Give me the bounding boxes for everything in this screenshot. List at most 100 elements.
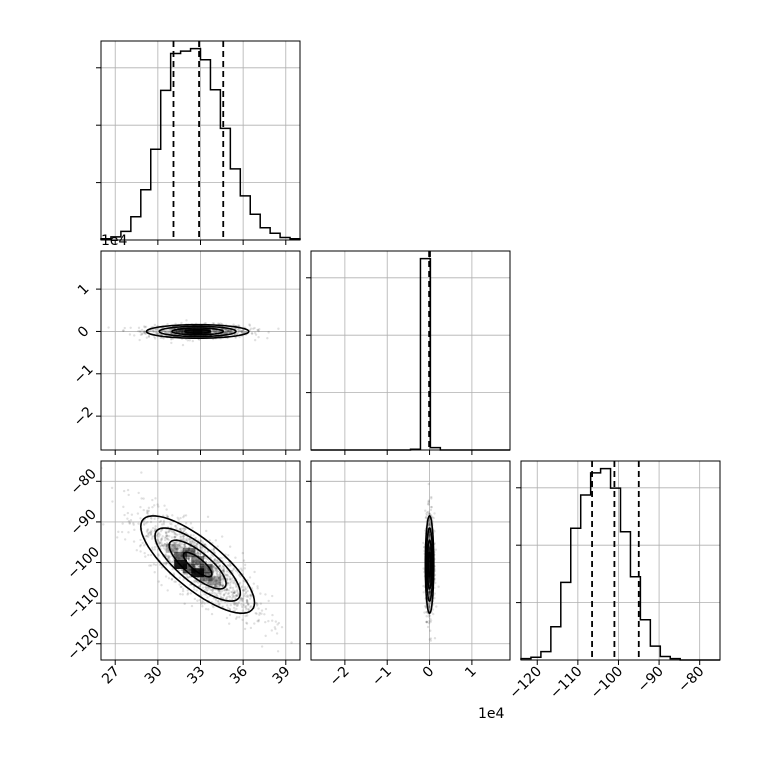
scatter-point [218,575,222,579]
scatter-point [243,627,247,631]
scatter-point [238,581,242,585]
scatter-point [230,570,234,573]
scatter-point [182,543,186,547]
scatter-point [199,561,202,564]
scatter-point [175,540,178,544]
scatter-point [213,558,217,561]
scatter-point [215,568,219,571]
scatter-point [260,612,263,615]
scatter-point [167,330,170,334]
scatter-point [219,577,223,580]
scatter-point [145,511,149,514]
scatter-point [435,605,438,608]
scatter-point [183,527,187,530]
y-tick-label: −90 [68,507,100,539]
scatter-point [218,580,221,584]
scatter-point [231,593,234,597]
scatter-point [170,530,174,533]
scatter-point [428,522,431,526]
scatter-point [249,605,253,608]
scatter-point [165,561,169,565]
scatter-point [218,573,221,576]
scatter-point [214,585,217,588]
scatter-point [160,566,164,569]
scatter-point [184,514,188,517]
scatter-point [238,573,241,577]
scatter-point [225,588,228,592]
scatter-point [437,585,440,588]
scatter-point [226,329,229,333]
scatter-point [234,582,238,585]
scatter-point [150,531,153,534]
scatter-point [182,515,185,519]
scatter-point [243,567,247,570]
scatter-point [144,555,147,558]
scatter-point [203,543,207,546]
scatter-point [213,575,217,578]
scatter-point [123,538,127,541]
scatter-point [193,597,197,601]
scatter-point [143,326,147,329]
scatter-point [248,597,252,600]
scatter-point [204,607,208,611]
scatter-point [205,529,208,533]
scatter-point [173,580,176,583]
scatter-point [181,537,185,540]
scatter-point [219,579,222,582]
scatter-point [212,567,215,570]
scatter-point [146,512,149,515]
scatter-point [229,603,232,607]
scatter-point [211,578,214,581]
scatter-point [233,606,236,610]
scatter-point [428,591,431,594]
scatter-point [155,535,158,538]
scatter-point [204,321,207,325]
scatter-point [157,535,161,538]
scatter-point [206,582,209,585]
scatter-point [186,576,190,579]
scatter-point [224,591,228,594]
scatter-point [215,330,218,333]
scatter-point [235,603,238,606]
scatter-point [240,599,244,602]
scatter-point [153,571,156,574]
scatter-point [187,557,190,560]
scatter-point [160,544,164,547]
scatter-point [156,332,159,336]
scatter-point [147,535,150,539]
scatter-point [174,535,177,538]
scatter-point [222,569,225,573]
scatter-point [195,551,199,555]
scatter-point [180,568,183,572]
scatter-point [226,573,229,576]
scatter-point [227,553,230,557]
scatter-point [229,564,233,567]
scatter-point [194,579,197,583]
scatter-point [128,522,131,525]
scatter-point [167,538,170,542]
scatter-point [212,597,215,600]
scatter-point [208,539,211,542]
scatter-point [139,550,142,553]
scatter-point [235,594,238,597]
scatter-point [187,576,190,579]
scatter-point [422,567,425,570]
scatter-panel-0-2: 27 30 33 36 39 −120−110−100 −90 −80 [64,460,301,687]
scatter-point [182,535,185,538]
scatter-point [121,329,125,332]
scatter-point [182,537,186,541]
scatter-point [193,541,196,545]
scatter-point [276,650,280,653]
scatter-point [188,339,191,342]
scatter-point [213,579,217,582]
scatter-point [166,589,169,592]
scatter-point [427,499,431,502]
scatter-point [171,544,174,547]
scatter-point [215,579,219,583]
scatter-point [160,538,163,541]
scatter-point [233,591,236,594]
scatter-point [177,544,180,547]
scatter-point [185,574,189,577]
scatter-point [198,338,201,341]
scatter-point [228,608,232,611]
